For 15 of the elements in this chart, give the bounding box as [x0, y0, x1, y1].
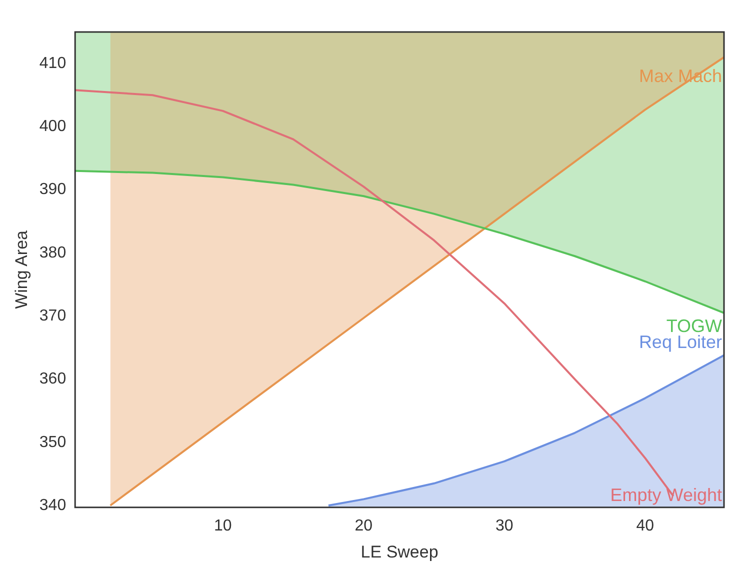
- x-tick-label: 40: [636, 517, 654, 534]
- y-tick-label: 360: [39, 370, 66, 388]
- x-tick-label: 10: [214, 517, 232, 534]
- y-axis-title: Wing Area: [12, 230, 31, 309]
- y-tick-label: 340: [39, 496, 66, 514]
- x-axis-title: LE Sweep: [360, 542, 438, 562]
- y-tick-label: 370: [39, 308, 66, 325]
- series-label: Empty Weight: [610, 485, 722, 506]
- y-tick-label: 410: [39, 54, 66, 72]
- y-tick-label: 350: [39, 434, 66, 451]
- y-tick-label: 380: [39, 244, 66, 262]
- y-tick-label: 400: [39, 118, 66, 136]
- y-tick-label: 390: [39, 181, 66, 198]
- x-tick-label: 30: [496, 517, 514, 534]
- x-tick-label: 20: [354, 517, 373, 534]
